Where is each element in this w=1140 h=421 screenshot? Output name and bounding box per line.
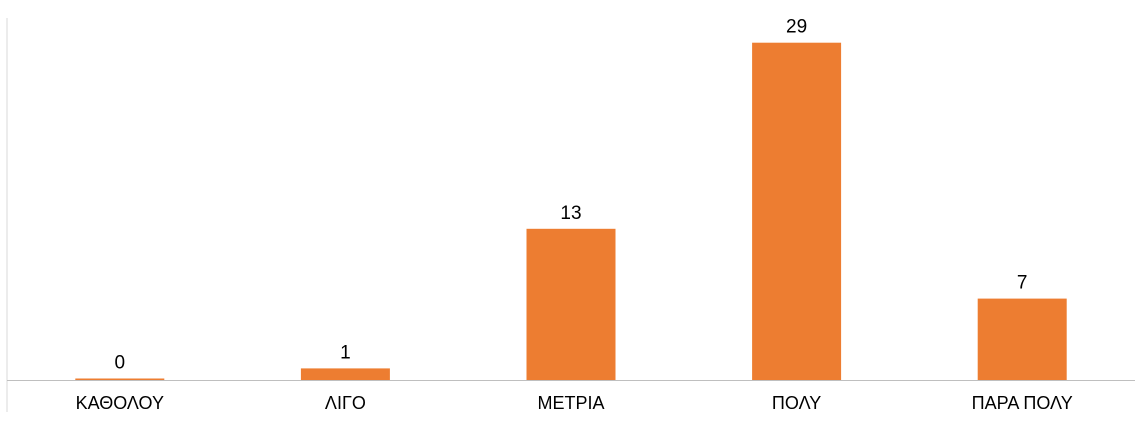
bar-1 [300, 368, 390, 380]
data-labels-group: 0 1 13 29 7 [115, 17, 1028, 374]
bar-4 [977, 298, 1067, 380]
data-label-0: 0 [115, 353, 126, 374]
data-label-1: 1 [340, 342, 351, 363]
x-tick-label-4: ΠΑΡΑ ΠΟΛΥ [972, 393, 1073, 413]
data-label-3: 29 [786, 17, 807, 38]
bar-2 [526, 228, 616, 380]
bar-3 [752, 42, 842, 380]
bar-0 [75, 378, 165, 380]
x-tick-label-1: ΛΙΓΟ [325, 393, 366, 413]
x-tick-labels: ΚΑΘΟΛΟΥ ΛΙΓΟ ΜΕΤΡΙΑ ΠΟΛΥ ΠΑΡΑ ΠΟΛΥ [76, 393, 1073, 413]
data-label-2: 13 [560, 203, 581, 224]
data-label-4: 7 [1017, 273, 1028, 294]
x-tick-label-3: ΠΟΛΥ [772, 393, 821, 413]
x-tick-label-2: ΜΕΤΡΙΑ [537, 393, 604, 413]
bars-group [75, 42, 1067, 380]
x-tick-label-0: ΚΑΘΟΛΟΥ [76, 393, 164, 413]
